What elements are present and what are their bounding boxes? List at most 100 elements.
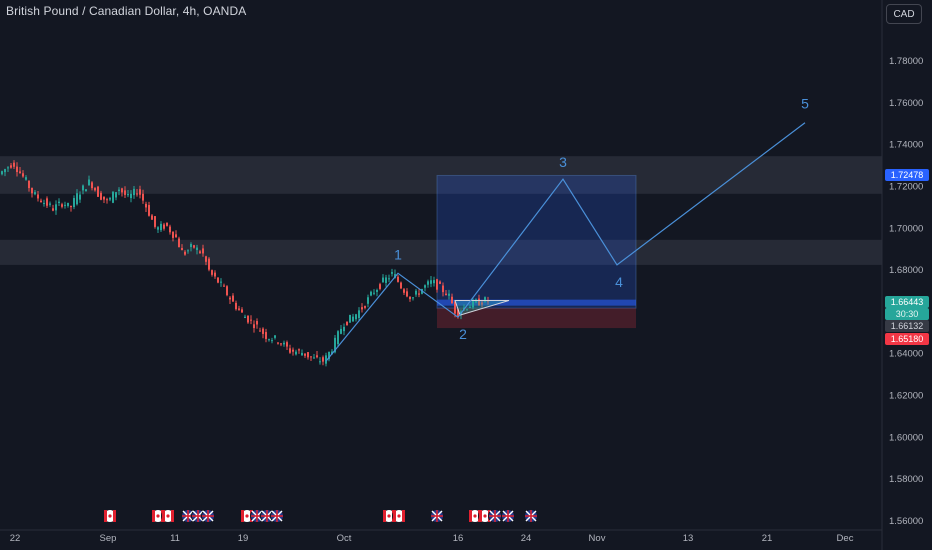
candle-body: [265, 332, 267, 339]
candle-body: [235, 302, 237, 310]
candle-body: [322, 357, 324, 362]
candle-body: [106, 199, 108, 201]
candle-body: [22, 173, 24, 177]
canada-flag-leaf: [387, 514, 391, 518]
x-tick-label: 19: [238, 533, 249, 544]
candle-body: [415, 290, 417, 295]
canada-flag-leaf: [245, 514, 249, 518]
y-tick-label: 1.68000: [889, 265, 923, 276]
candle-body: [91, 182, 93, 189]
x-tick-label: 24: [521, 533, 532, 544]
candle-body: [379, 284, 381, 289]
canada-flag-band: [171, 510, 174, 522]
candle-body: [331, 351, 333, 354]
candle-body: [223, 285, 225, 287]
candle-body: [25, 177, 27, 180]
candle-body: [205, 256, 207, 262]
candle-body: [58, 201, 60, 204]
candle-body: [313, 357, 315, 359]
canada-flag-band: [162, 510, 165, 522]
canada-flag-leaf: [166, 514, 170, 518]
candle-body: [142, 193, 144, 201]
canada-flag-band: [113, 510, 116, 522]
x-tick-label: Oct: [337, 533, 352, 544]
candle-body: [391, 272, 393, 274]
canada-flag-band: [402, 510, 405, 522]
candle-body: [37, 194, 39, 199]
candle-body: [412, 297, 414, 299]
candle-body: [154, 216, 156, 227]
candle-body: [121, 188, 123, 193]
candle-body: [385, 277, 387, 283]
candle-body: [61, 204, 63, 207]
candle-body: [208, 258, 210, 270]
y-tick-label: 1.70000: [889, 223, 923, 234]
candle-body: [370, 291, 372, 296]
candle-body: [184, 251, 186, 255]
candle-body: [433, 280, 435, 284]
canada-flag-leaf: [483, 514, 487, 518]
candle-body: [316, 355, 318, 358]
candle-body: [427, 281, 429, 285]
currency-button[interactable]: CAD: [886, 4, 922, 24]
candle-body: [280, 343, 282, 345]
candle-body: [484, 297, 486, 302]
candle-body: [358, 310, 360, 318]
candle-body: [34, 192, 36, 195]
y-tick-label: 1.74000: [889, 140, 923, 151]
candle-body: [319, 361, 321, 363]
candle-body: [157, 227, 159, 230]
candle-body: [109, 198, 111, 200]
candle-body: [487, 300, 489, 302]
candle-body: [136, 193, 138, 195]
candle-body: [94, 188, 96, 191]
candle-body: [337, 331, 339, 345]
candle-body: [112, 191, 114, 203]
candle-body: [7, 167, 9, 169]
candle-body: [169, 226, 171, 233]
candle-body: [271, 340, 273, 342]
wave-label-4: 4: [615, 274, 623, 290]
candle-body: [448, 293, 450, 296]
y-tick-label: 1.64000: [889, 349, 923, 360]
candle-body: [151, 215, 153, 220]
candle-body: [124, 190, 126, 195]
candle-body: [178, 238, 180, 248]
x-tick-label: 11: [170, 533, 180, 544]
canada-flag-leaf: [156, 514, 160, 518]
candle-body: [310, 356, 312, 358]
candle-body: [451, 296, 453, 304]
candle-body: [196, 247, 198, 250]
candle-body: [373, 292, 375, 294]
candle-body: [388, 278, 390, 280]
candle-body: [19, 171, 21, 174]
candle-body: [82, 185, 84, 191]
candle-body: [64, 204, 66, 206]
y-tick-label: 1.60000: [889, 432, 923, 443]
candle-body: [16, 166, 18, 173]
candle-body: [28, 180, 30, 189]
candle-body: [238, 308, 240, 310]
x-tick-label: Dec: [837, 533, 854, 544]
candle-body: [343, 326, 345, 332]
elliott-wave-line: [325, 122, 806, 362]
candle-body: [211, 270, 213, 275]
candle-body: [466, 309, 468, 311]
y-tick-label: 1.62000: [889, 391, 923, 402]
target-zone-border: [436, 174, 637, 309]
candle-body: [202, 248, 204, 254]
candle-body: [163, 224, 165, 229]
x-tick-label: 21: [762, 533, 773, 544]
canada-flag-leaf: [108, 514, 112, 518]
candle-body: [187, 250, 189, 252]
candle-body: [292, 349, 294, 352]
candle-body: [334, 337, 336, 353]
candle-body: [13, 162, 15, 167]
stop-zone: [437, 308, 636, 329]
candle-body: [217, 277, 219, 283]
wave-label-5: 5: [801, 96, 809, 112]
candle-body: [73, 198, 75, 207]
candle-body: [409, 296, 411, 300]
candle-body: [259, 330, 261, 332]
